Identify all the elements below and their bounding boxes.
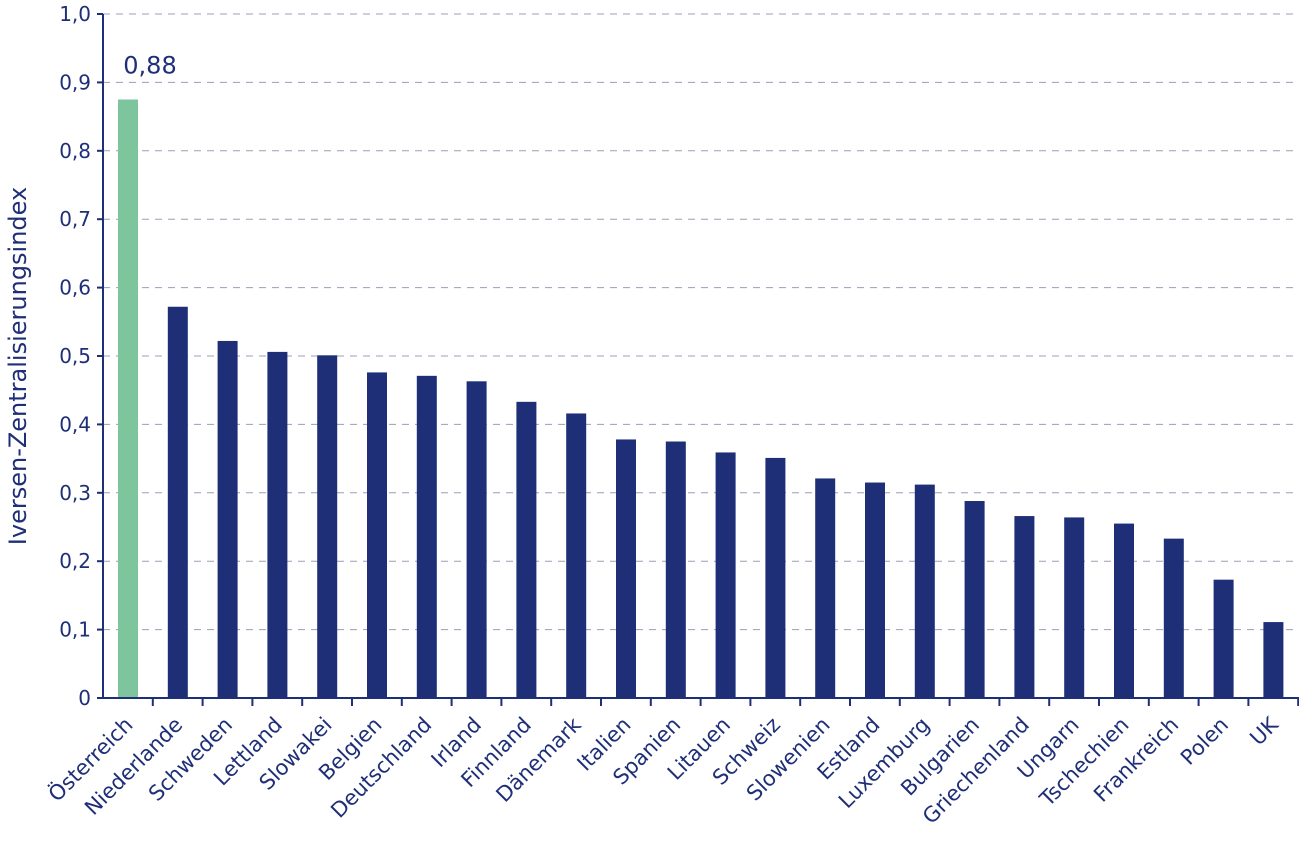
bars [118,99,1284,698]
bar-23 [1263,622,1284,698]
bar-0 [118,99,138,698]
bar-6 [416,375,437,698]
y-tick-label: 0,5 [59,344,91,368]
bar-1 [167,306,188,698]
y-tick-labels: 0 0,1 0,2 0,3 0,4 0,5 0,6 0,7 0,8 0,9 1,0 [59,2,91,710]
y-tick-label: 0,3 [59,481,91,505]
bar-11 [665,441,686,698]
bar-8 [516,401,537,698]
x-tick-label: Polen [1176,713,1233,770]
y-tick-label: 0 [78,686,91,710]
bar-18 [1014,516,1035,698]
y-tick-label: 0,4 [59,412,91,436]
bar-20 [1114,523,1134,698]
bar-13 [765,457,786,698]
x-tick-label: UK [1245,712,1283,750]
bar-10 [616,439,636,698]
y-tick-label: 1,0 [59,2,91,26]
grid-lines [97,13,1299,699]
y-tick-label: 0,7 [59,207,91,231]
bar-5 [367,372,387,698]
y-tick-label: 0,1 [59,618,91,642]
bar-2 [217,340,238,698]
y-tick-label: 0,9 [59,70,91,94]
y-tick-label: 0,2 [59,549,91,573]
bar-7 [466,381,487,698]
bar-value-annotation: 0,88 [123,52,176,80]
bar-3 [267,351,288,698]
x-tick-labels: ÖsterreichNiederlandeSchwedenLettlandSlo… [43,698,1299,829]
bar-19 [1064,517,1085,698]
bar-16 [914,484,935,698]
bar-22 [1213,579,1234,698]
bar-14 [815,478,836,698]
y-tick-label: 0,6 [59,276,91,300]
bar-9 [566,413,587,698]
bar-21 [1163,538,1184,698]
y-axis-label: Iversen-Zentralisierungsindex [4,187,32,545]
bar-12 [715,452,736,698]
y-tick-label: 0,8 [59,139,91,163]
bar-17 [964,501,985,698]
bar-15 [865,482,885,698]
bar-4 [317,355,338,698]
